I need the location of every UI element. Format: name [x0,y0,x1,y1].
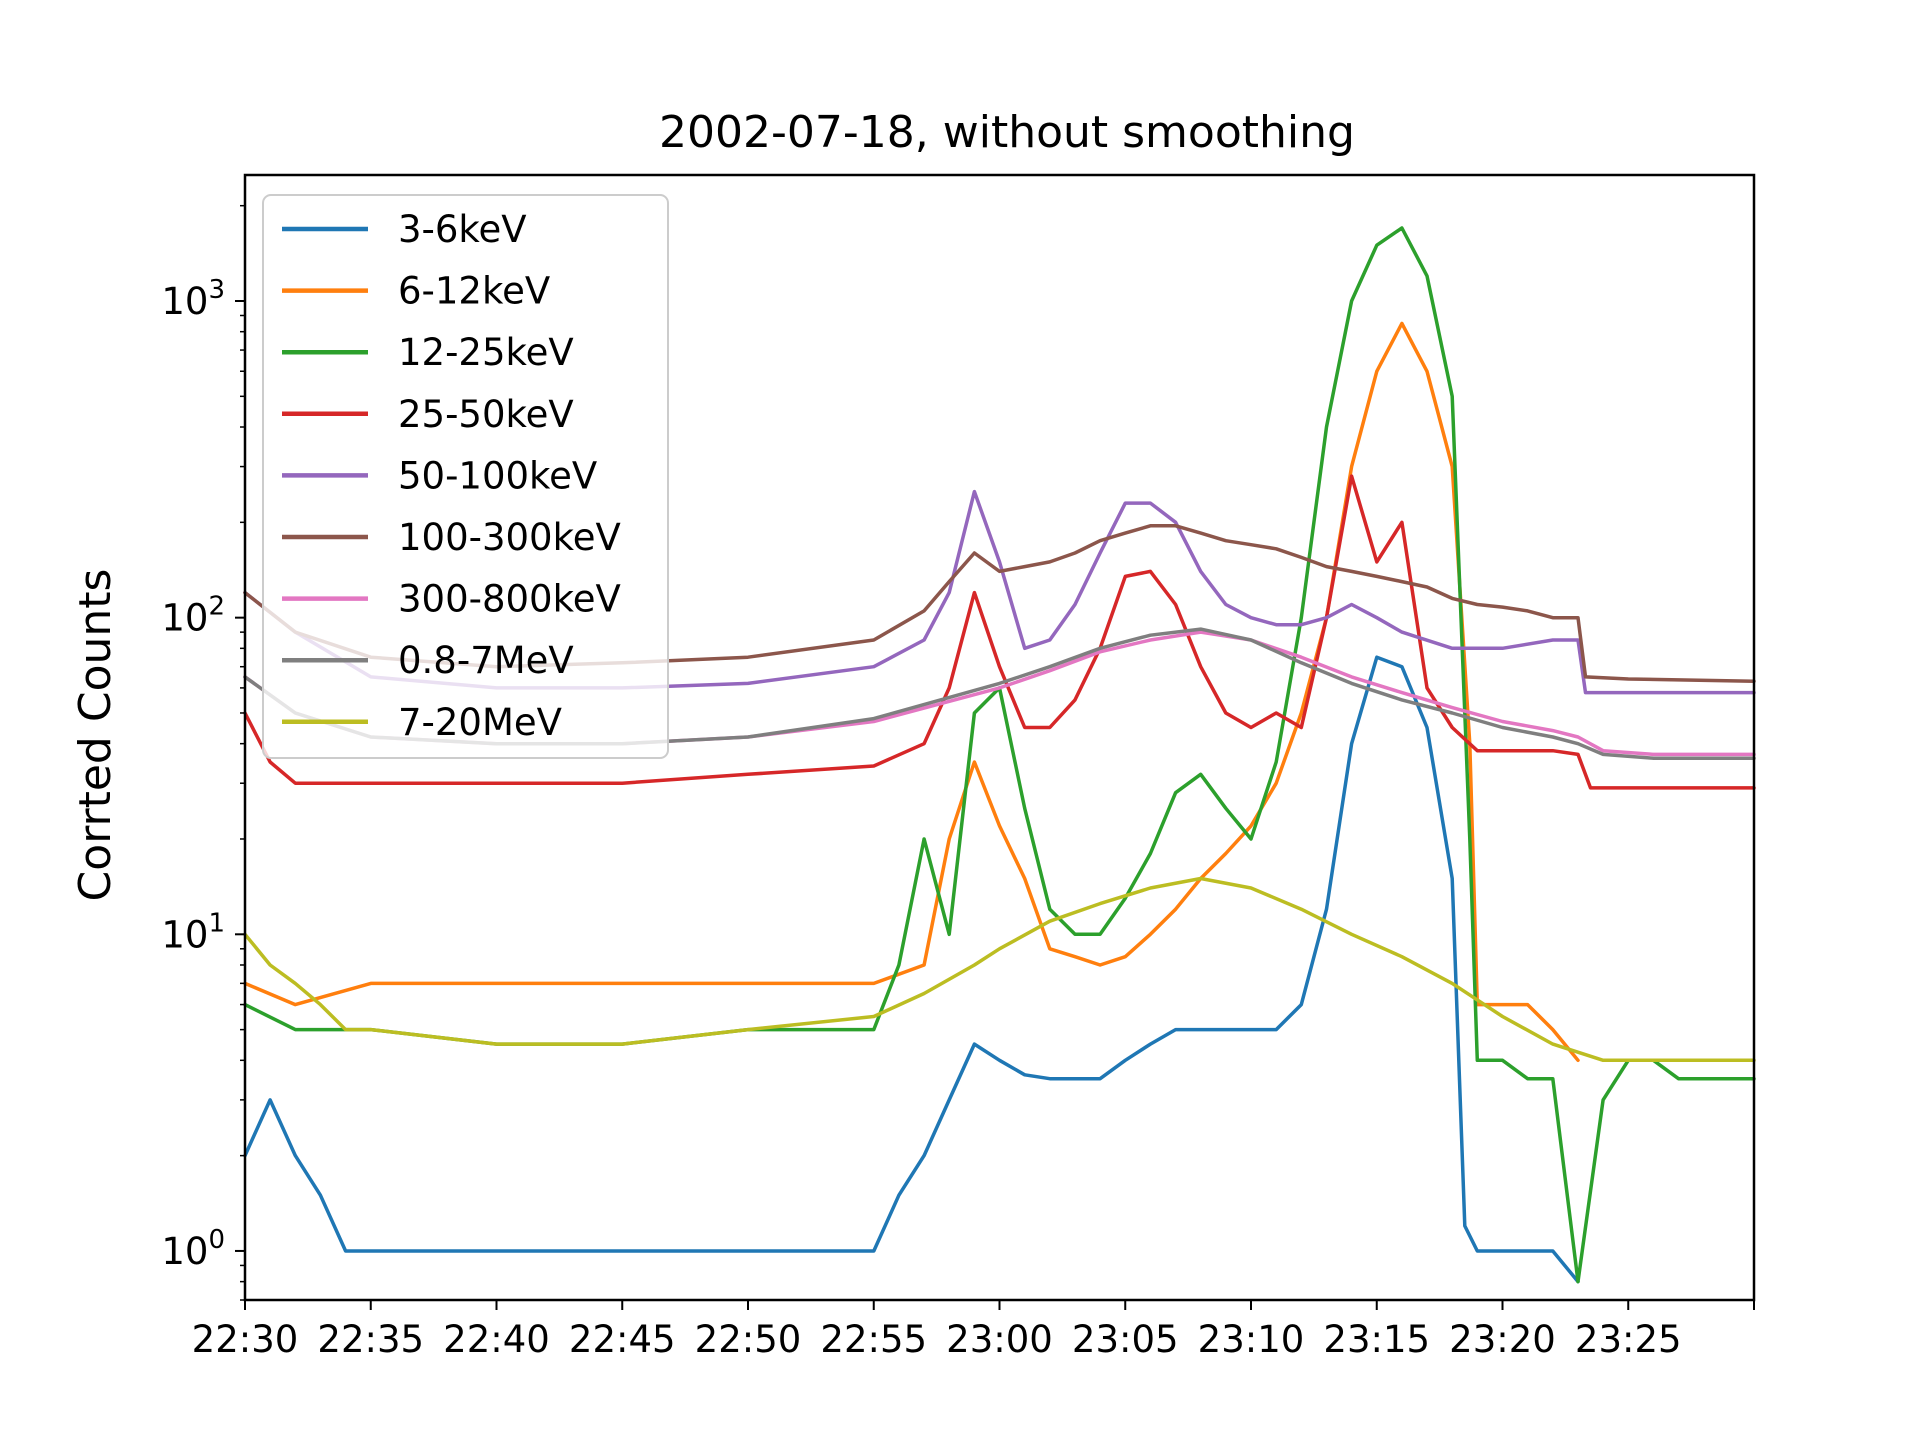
x-tick-label: 22:30 [192,1318,299,1361]
legend-label-12-25kev: 12-25keV [398,331,574,374]
legend-label-6-12kev: 6-12keV [398,270,550,313]
legend-label-100-300kev: 100-300keV [398,516,621,559]
x-tick-label: 22:40 [443,1318,550,1361]
series-line-7-20mev [243,876,1756,1063]
legend-box [262,194,669,759]
series-line-12-25kev [243,226,1756,1284]
series-line-50-100kev [243,489,1756,695]
x-tick-label: 22:35 [317,1318,424,1361]
legend: 3-6keV 6-12keV 12-25keV 25-50keV 50-100keV 10… [262,194,669,759]
plot-frame [243,173,1756,1302]
x-tick-label: 23:20 [1449,1318,1556,1361]
x-tick-label: 23:15 [1323,1318,1430,1361]
x-tick-label: 23:10 [1198,1318,1305,1361]
x-tick-label: 23:25 [1575,1318,1682,1361]
x-tick-label: 22:45 [569,1318,676,1361]
y-tick-label: 100 [161,1225,225,1273]
x-tick-label: 22:50 [695,1318,802,1361]
y-axis-label: Corrted Counts [70,569,121,902]
x-tick-label: 23:00 [946,1318,1053,1361]
series-line-3-6kev [243,655,1580,1284]
legend-label-50-100kev: 50-100keV [398,454,597,497]
legend-label-3-6kev: 3-6keV [398,208,527,251]
chart-title: 2002-07-18, without smoothing [659,107,1355,158]
legend-label-0-8-7mev: 0.8-7MeV [398,639,574,682]
legend-label-25-50kev: 25-50keV [398,393,574,436]
legend-label-7-20mev: 7-20MeV [398,701,562,744]
x-tick-label: 22:55 [820,1318,927,1361]
x-tick-label: 23:05 [1072,1318,1179,1361]
series-line-100-300kev [243,524,1756,683]
legend-label-300-800kev: 300-800keV [398,578,621,621]
y-tick-label: 103 [161,275,225,323]
x-axis: 22:30 22:35 22:40 22:45 22:50 22:55 23:00 23:05… [192,1300,1755,1361]
y-tick-label: 101 [161,908,225,956]
y-tick-label: 102 [161,592,225,640]
